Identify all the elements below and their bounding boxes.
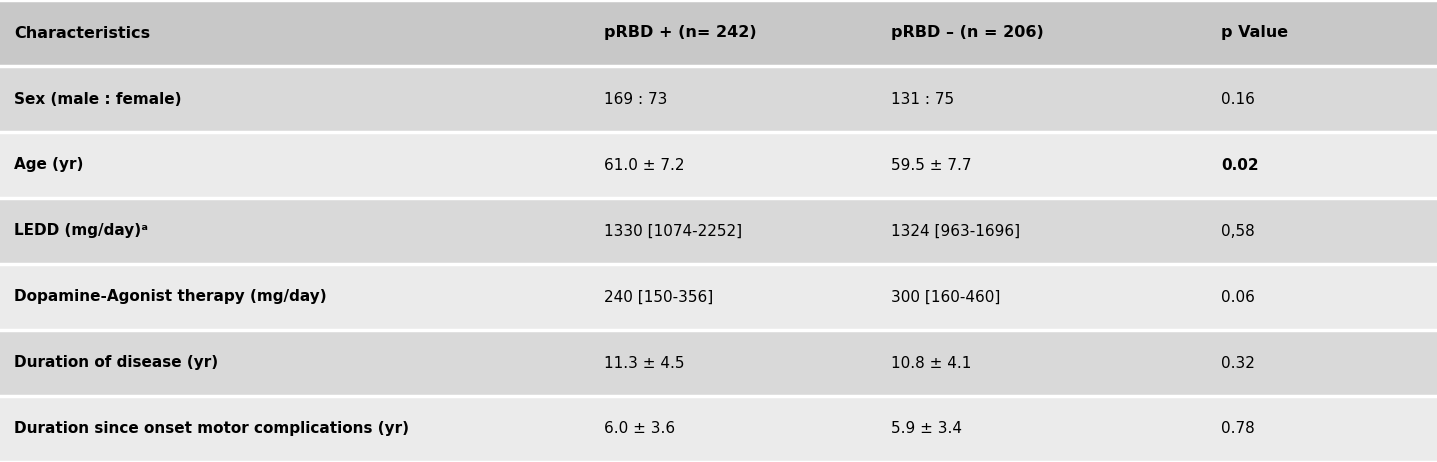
Text: 59.5 ± 7.7: 59.5 ± 7.7 (891, 158, 971, 172)
Text: 131 : 75: 131 : 75 (891, 91, 954, 107)
Bar (0, 396, 1437, 462)
Text: 6.0 ± 3.6: 6.0 ± 3.6 (604, 421, 674, 437)
Text: Duration since onset motor complications (yr): Duration since onset motor complications… (14, 421, 410, 437)
Bar (0, 0, 1437, 66)
Text: 0.16: 0.16 (1221, 91, 1256, 107)
Text: 1330 [1074-2252]: 1330 [1074-2252] (604, 224, 741, 238)
Text: 61.0 ± 7.2: 61.0 ± 7.2 (604, 158, 684, 172)
Text: Age (yr): Age (yr) (14, 158, 83, 172)
Bar (0, 264, 1437, 330)
Bar (0, 132, 1437, 198)
Text: 5.9 ± 3.4: 5.9 ± 3.4 (891, 421, 961, 437)
Text: 240 [150-356]: 240 [150-356] (604, 290, 713, 304)
Text: Duration of disease (yr): Duration of disease (yr) (14, 355, 218, 371)
Text: Sex (male : female): Sex (male : female) (14, 91, 182, 107)
Text: LEDD (mg/day)ᵃ: LEDD (mg/day)ᵃ (14, 224, 148, 238)
Text: Dopamine-Agonist therapy (mg/day): Dopamine-Agonist therapy (mg/day) (14, 290, 328, 304)
Text: 300 [160-460]: 300 [160-460] (891, 290, 1000, 304)
Text: 0.06: 0.06 (1221, 290, 1256, 304)
Bar (0, 330, 1437, 396)
Text: 11.3 ± 4.5: 11.3 ± 4.5 (604, 355, 684, 371)
Text: Characteristics: Characteristics (14, 25, 151, 41)
Text: pRBD – (n = 206): pRBD – (n = 206) (891, 25, 1043, 41)
Text: 0.78: 0.78 (1221, 421, 1255, 437)
Text: 169 : 73: 169 : 73 (604, 91, 667, 107)
Text: 0,58: 0,58 (1221, 224, 1255, 238)
Text: 0.32: 0.32 (1221, 355, 1256, 371)
Bar (0, 198, 1437, 264)
Text: pRBD + (n= 242): pRBD + (n= 242) (604, 25, 756, 41)
Bar (0, 66, 1437, 132)
Text: p Value: p Value (1221, 25, 1289, 41)
Text: 10.8 ± 4.1: 10.8 ± 4.1 (891, 355, 971, 371)
Text: 1324 [963-1696]: 1324 [963-1696] (891, 224, 1020, 238)
Text: 0.02: 0.02 (1221, 158, 1259, 172)
